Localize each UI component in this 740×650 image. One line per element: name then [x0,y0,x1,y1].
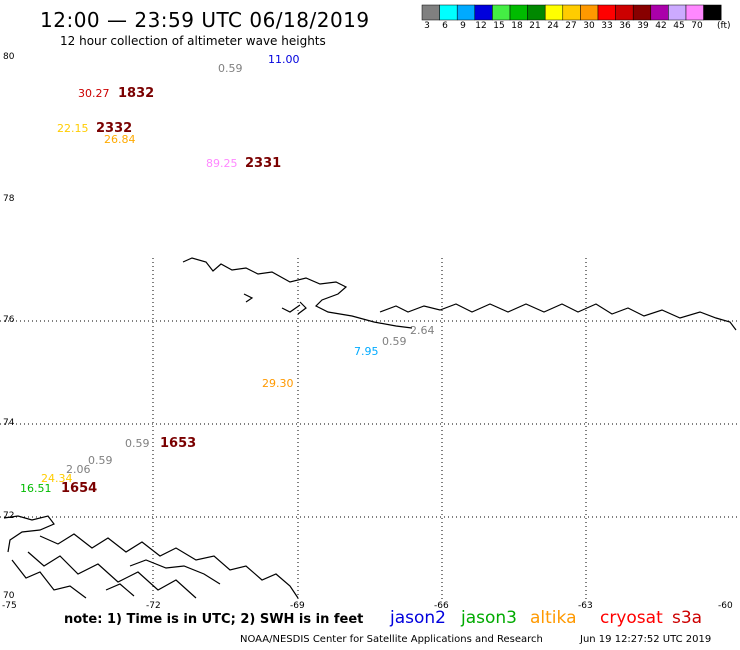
colorbar-tick: 21 [529,21,541,31]
wave-height-label: 11.00 [268,53,300,66]
generated-timestamp: Jun 19 12:27:52 UTC 2019 [580,634,712,645]
credit-line: NOAA/NESDIS Center for Satellite Applica… [240,634,543,645]
pass-time-label: 2331 [245,156,282,171]
lat-label: 78 [3,194,15,204]
wave-height-label: 0.59 [382,335,407,348]
colorbar-tick: 15 [493,21,505,31]
colorbar-tick: 70 [691,21,703,31]
colorbar-tick: 36 [619,21,631,31]
lon-label: -75 [2,601,17,611]
wave-height-label: 2.06 [66,463,91,476]
satellite-legend: altika [530,608,577,628]
coastline-baffin [3,515,299,599]
wave-height-label: 29.30 [262,377,294,390]
colorbar-tick: 33 [601,21,613,31]
colorbar-unit: (ft) [717,21,731,31]
colorbar-tick: 3 [424,21,430,31]
lon-label: -69 [290,601,305,611]
lon-label: -66 [434,601,449,611]
colorbar-tick: 30 [583,21,595,31]
lat-label: 74 [3,418,15,428]
colorbar-tick: 39 [637,21,649,31]
colorbar-tick: 24 [547,21,559,31]
colorbar-tick: 45 [673,21,685,31]
colorbar-tick: 9 [460,21,466,31]
wave-height-label: 30.27 [78,87,110,100]
colorbar-swatches [421,4,722,21]
satellite-legend: cryosat [600,608,663,628]
colorbar-tick: 18 [511,21,523,31]
wave-height-label: 16.51 [20,482,52,495]
pass-time-label: 1653 [160,436,197,451]
wave-height-label: 89.25 [206,157,238,170]
wave-height-label: 26.84 [104,133,136,146]
wave-height-label: 24.34 [41,472,73,485]
lon-label: -60 [718,601,733,611]
colorbar-tick: 12 [475,21,487,31]
page-title: 12:00 — 23:59 UTC 06/18/2019 [40,8,370,32]
pass-time-label: 2332 [96,121,133,136]
satellite-legend: s3a [672,608,703,628]
coastline-greenland [182,257,737,331]
lat-label: 70 [3,591,15,601]
lat-lon-grid [0,258,740,600]
lat-label: 72 [3,511,15,521]
satellite-legend: jason3 [461,608,517,628]
colorbar-tick: 42 [655,21,667,31]
pass-time-label: 1654 [61,481,98,496]
lon-label: -63 [578,601,593,611]
satellite-legend: jason2 [390,608,446,628]
footer-note: note: 1) Time is in UTC; 2) SWH is in fe… [64,612,364,627]
wave-height-label: 7.95 [354,345,379,358]
lat-label: 76 [3,315,15,325]
lat-label: 80 [3,52,15,62]
colorbar-swatch [703,4,722,21]
wave-height-label: 22.15 [57,122,89,135]
pass-time-label: 1832 [118,86,155,101]
wave-height-label: 0.59 [218,62,243,75]
lon-label: -72 [146,601,161,611]
wave-height-label: 0.59 [125,437,150,450]
page-subtitle: 12 hour collection of altimeter wave hei… [60,34,326,48]
wave-height-label: 0.59 [88,454,113,467]
colorbar-tick: 27 [565,21,577,31]
wave-height-label: 2.64 [410,324,435,337]
colorbar-tick: 6 [442,21,448,31]
